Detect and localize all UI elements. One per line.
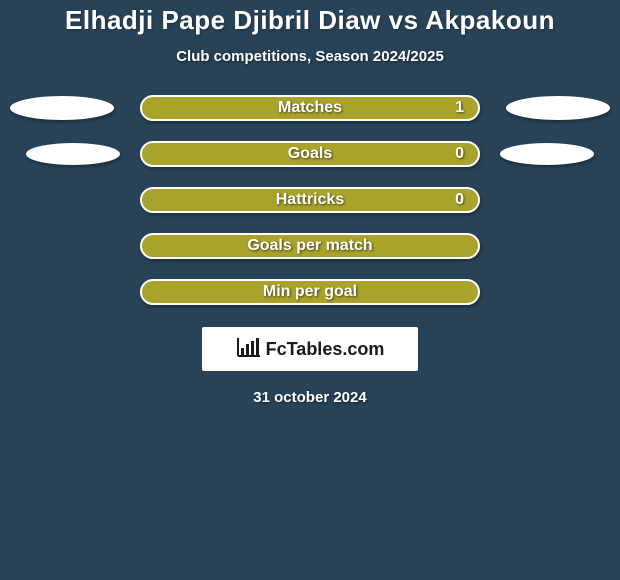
stat-bar: Matches 1	[140, 95, 480, 121]
stat-label: Goals	[288, 145, 332, 163]
stat-bar: Goals per match	[140, 233, 480, 259]
stat-value: 0	[455, 191, 464, 209]
stat-value: 0	[455, 145, 464, 163]
logo-box: FcTables.com	[202, 327, 418, 371]
stat-row: Hattricks 0	[6, 187, 614, 213]
right-marker	[500, 143, 594, 165]
stat-bar: Min per goal	[140, 279, 480, 305]
stat-bar: Hattricks 0	[140, 187, 480, 213]
right-marker	[506, 96, 610, 120]
page-title: Elhadji Pape Djibril Diaw vs Akpakoun	[0, 5, 620, 36]
stat-value: 1	[455, 99, 464, 117]
stat-label: Matches	[278, 99, 342, 117]
stat-row: Min per goal	[6, 279, 614, 305]
stat-row: Matches 1	[6, 95, 614, 121]
left-marker	[10, 96, 114, 120]
stat-label: Min per goal	[263, 283, 357, 301]
barchart-icon	[236, 336, 262, 363]
stat-rows: Matches 1 Goals 0 Hattricks 0 Goals per match M…	[0, 95, 620, 305]
stat-label: Hattricks	[276, 191, 344, 209]
stat-row: Goals 0	[6, 141, 614, 167]
logo-text: FcTables.com	[266, 339, 385, 360]
stat-bar: Goals 0	[140, 141, 480, 167]
subtitle: Club competitions, Season 2024/2025	[0, 48, 620, 65]
stat-label: Goals per match	[247, 237, 372, 255]
left-marker	[26, 143, 120, 165]
date-line: 31 october 2024	[0, 389, 620, 406]
comparison-infographic: Elhadji Pape Djibril Diaw vs Akpakoun Cl…	[0, 0, 620, 580]
stat-row: Goals per match	[6, 233, 614, 259]
